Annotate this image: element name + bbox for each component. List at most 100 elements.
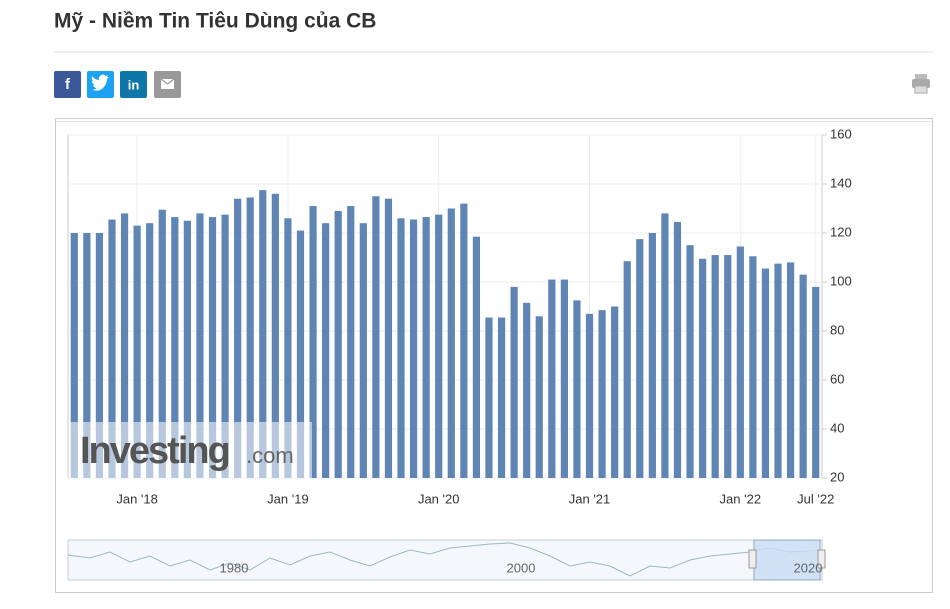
bar <box>736 246 744 478</box>
printer-top <box>915 74 927 79</box>
bar <box>774 263 782 478</box>
bar <box>397 218 405 479</box>
bar <box>749 256 757 478</box>
bar <box>347 206 355 479</box>
x-tick-label: Jan '19 <box>267 491 309 506</box>
bar <box>95 233 104 478</box>
navigator-handle-left[interactable] <box>748 549 757 569</box>
bar <box>497 317 506 478</box>
bar <box>636 239 644 478</box>
bar <box>322 223 330 478</box>
watermark: Investing .com <box>70 422 312 478</box>
y-tick-label: 100 <box>830 273 852 288</box>
y-tick-label: 80 <box>830 322 844 337</box>
chart-frame <box>55 118 933 593</box>
bar <box>296 230 305 478</box>
linkedin-icon: in <box>128 77 140 92</box>
bar <box>598 310 606 478</box>
y-tick-label: 160 <box>830 126 852 141</box>
y-tick-label: 40 <box>830 420 844 435</box>
facebook-icon: f <box>65 76 71 93</box>
bar <box>673 221 682 478</box>
bar <box>812 286 820 478</box>
bar <box>271 193 279 479</box>
bar <box>146 223 154 478</box>
bar <box>259 190 267 478</box>
bar <box>221 214 229 478</box>
bar <box>648 233 656 478</box>
share-email[interactable] <box>154 71 181 98</box>
bar <box>108 219 116 478</box>
bar <box>70 233 78 478</box>
page-title: Mỹ - Niềm Tin Tiêu Dùng của CB <box>54 10 376 33</box>
bar <box>786 262 795 478</box>
facebook-button[interactable] <box>54 71 81 98</box>
email-flap <box>160 78 175 85</box>
bar <box>158 209 166 478</box>
share-facebook[interactable]: f <box>54 71 81 98</box>
bar <box>686 245 694 478</box>
bar <box>133 225 141 478</box>
bar <box>573 300 581 478</box>
bar <box>309 206 317 479</box>
linkedin-button[interactable] <box>120 71 147 98</box>
x-tick-label: Jan '18 <box>116 491 158 506</box>
bar <box>359 223 367 478</box>
print-button[interactable] <box>912 74 930 94</box>
bar <box>171 217 179 478</box>
bar <box>120 213 129 478</box>
x-tick-label: Jan '21 <box>569 491 611 506</box>
bar <box>485 317 493 478</box>
x-tick-label: Jan '20 <box>418 491 460 506</box>
bar <box>761 268 770 478</box>
bar <box>409 219 418 478</box>
bar <box>535 316 543 478</box>
navigator[interactable]: 1980 2000 2020 <box>67 539 826 581</box>
navigator-label: 2020 <box>794 560 823 575</box>
navigator-label: 1980 <box>220 560 249 575</box>
plot-area <box>67 134 823 479</box>
y-tick-label: 60 <box>830 371 844 386</box>
x-tick-label: Jan '22 <box>720 491 762 506</box>
printer-paper <box>914 85 928 94</box>
plot: 20 40 60 80 100 120 140 160 Jan '18 Jan '19 Jan '2… <box>68 126 852 506</box>
watermark-domain: .com <box>246 443 294 468</box>
bar <box>724 255 732 478</box>
bar <box>372 196 380 478</box>
bar <box>384 198 393 478</box>
bar <box>623 261 631 478</box>
bar <box>560 279 568 478</box>
navigator-label: 2000 <box>507 560 536 575</box>
bar <box>472 236 481 478</box>
bar <box>208 217 217 478</box>
bar <box>799 274 807 478</box>
navigator-track[interactable] <box>67 539 823 581</box>
bar <box>234 198 242 478</box>
bar <box>699 258 707 478</box>
share-linkedin[interactable]: in <box>120 71 147 98</box>
navigator-handle-right[interactable] <box>817 549 826 569</box>
bar <box>83 233 91 478</box>
twitter-icon <box>91 74 109 91</box>
bar <box>661 213 669 478</box>
bar <box>334 210 342 478</box>
navigator-selection[interactable] <box>753 539 821 581</box>
bar <box>611 306 619 478</box>
y-tick-label: 120 <box>830 224 852 239</box>
bar <box>284 218 292 479</box>
bar <box>246 197 254 478</box>
y-tick-label: 20 <box>830 469 844 484</box>
share-twitter[interactable] <box>87 71 114 98</box>
navigator-line <box>67 542 823 577</box>
watermark-brand: Investing <box>80 430 229 472</box>
bar <box>711 255 719 478</box>
bar <box>585 313 594 478</box>
watermark-box <box>70 422 312 478</box>
bar <box>422 217 430 478</box>
bar <box>435 214 443 478</box>
bar <box>510 286 518 478</box>
bar <box>548 279 556 478</box>
x-tick-label: Jul '22 <box>797 491 834 506</box>
